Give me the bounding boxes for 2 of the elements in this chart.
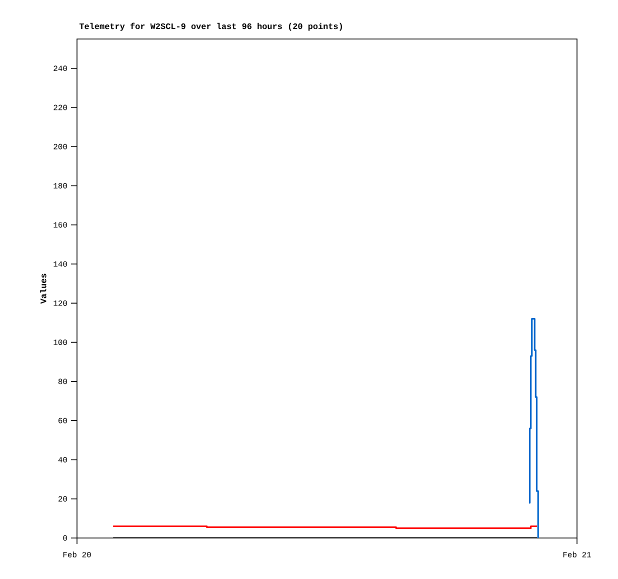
- chart-title: Telemetry for W2SCL-9 over last 96 hours (20 points): [79, 22, 342, 31]
- y-axis-title: Values: [40, 274, 46, 304]
